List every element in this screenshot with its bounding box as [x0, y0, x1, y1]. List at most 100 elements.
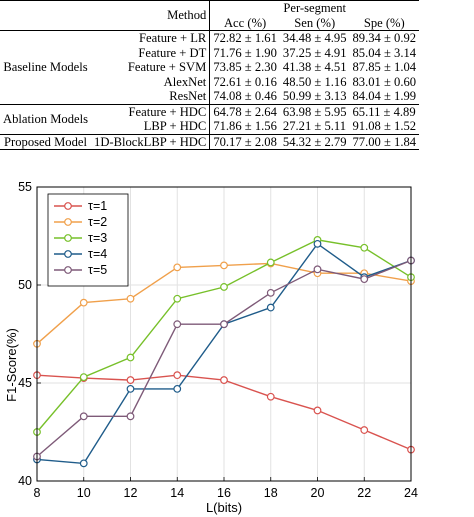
data-point: [126, 412, 135, 421]
method-cell: Feature + LR: [139, 31, 207, 45]
plot-frame: [36, 186, 412, 482]
series-lines: [33, 236, 415, 468]
sen-cell: 34.48 ± 4.95: [282, 31, 347, 45]
spe-cell: 84.04 ± 1.99: [352, 89, 417, 103]
series-5: [33, 256, 415, 461]
x-tick-label: 24: [404, 486, 418, 500]
group-label: Proposed Model: [4, 134, 87, 149]
acc-cell: 74.08 ± 0.46: [209, 89, 280, 104]
sen-cell: 37.25 ± 4.91: [282, 45, 347, 60]
spe-column-header: Spe (%): [363, 15, 405, 30]
legend: τ=1 τ=2 τ=3 τ=4 τ=5: [47, 193, 129, 287]
data-point: [313, 406, 322, 415]
data-point: [360, 243, 369, 252]
method-cell: ResNet: [169, 89, 207, 103]
table-row: Ablation Models Feature + HDC 64.78 ± 2.64…: [0, 104, 420, 126]
spe-cell: 65.11 ± 4.89: [352, 104, 416, 119]
x-tick-label: 12: [124, 486, 138, 500]
data-point: [266, 258, 275, 267]
method-cell: LBP + HDC: [143, 119, 207, 133]
acc-cell: 71.86 ± 1.56: [209, 119, 280, 134]
sen-cell: 41.38 ± 4.51: [282, 60, 347, 74]
spe-cell: 87.85 ± 1.04: [352, 60, 417, 74]
legend-swatch-marker: [64, 234, 72, 242]
data-point: [313, 265, 322, 274]
method-header: Method: [167, 8, 207, 23]
legend-label: τ=5: [88, 263, 107, 277]
sen-cell: 54.32 ± 2.79: [282, 134, 347, 149]
y-tick-label: 45: [18, 376, 32, 390]
x-tick-label: 16: [217, 486, 231, 500]
x-tick-label: 22: [357, 486, 371, 500]
results-table-region: Method Per-segment Acc (%) Sen (%) Spe (…: [0, 0, 474, 160]
table-row: ResNet 74.08 ± 0.46 50.99 ± 3.13 84.04 ± 1.…: [0, 89, 419, 104]
data-point: [79, 459, 88, 468]
data-point: [266, 392, 275, 401]
table-row: Proposed Model 1D-BlockLBP + HDC 70.17 ± 2…: [0, 134, 420, 150]
spe-cell: 83.01 ± 0.60: [352, 74, 417, 89]
data-point: [173, 371, 182, 380]
method-cell: Feature + SVM: [127, 60, 207, 74]
table-row: Baseline Models Feature + LR 72.82 ± 1.61 3…: [0, 30, 419, 74]
group-label: Baseline Models: [3, 60, 88, 74]
sen-cell: 48.50 ± 1.16: [282, 74, 347, 89]
table-empty-header: [0, 1, 91, 16]
data-point: [360, 275, 369, 284]
data-point: [79, 412, 88, 421]
x-tick-label: 8: [34, 486, 41, 500]
spe-cell: 77.00 ± 1.84: [352, 134, 417, 149]
data-point: [173, 294, 182, 303]
table-row: Feature + SVM 73.85 ± 2.30 41.38 ± 4.51 87.…: [0, 60, 419, 75]
x-tick-label: 14: [170, 486, 184, 500]
series-1: [33, 371, 415, 454]
data-point: [266, 288, 275, 297]
f1-score-chart: 8 10 12 14 16 18 20 22 24 40 45 50 55 F1-Score(%) L(…: [0, 170, 474, 517]
data-point: [173, 263, 182, 272]
legend-swatch-marker: [64, 202, 72, 210]
data-point: [266, 303, 275, 312]
data-point: [126, 376, 135, 384]
data-point: [79, 373, 88, 382]
axes: 8 10 12 14 16 18 20 22 24 40 45 50 55: [18, 180, 418, 500]
spe-cell: 89.34 ± 0.92: [352, 31, 417, 45]
legend-label: τ=1: [88, 199, 107, 213]
method-cell: 1D-BlockLBP + HDC: [94, 134, 207, 149]
sen-cell: 50.99 ± 3.13: [282, 89, 347, 103]
data-point: [220, 376, 228, 384]
y-tick-label: 50: [18, 278, 32, 292]
group-label: Ablation Models: [3, 111, 89, 126]
legend-label: τ=3: [88, 231, 107, 245]
data-point: [126, 353, 135, 362]
table-empty-header-2: [0, 16, 91, 31]
legend-swatch-marker: [64, 250, 72, 258]
table-row: AlexNet 72.61 ± 0.16 48.50 ± 1.16 83.01 ± 0…: [0, 74, 419, 89]
y-tick-label: 55: [18, 180, 32, 194]
acc-column-header: Acc (%): [209, 15, 280, 31]
method-cell: AlexNet: [163, 74, 207, 89]
acc-cell: 72.82 ± 1.61: [209, 30, 280, 46]
x-tick-label: 10: [77, 486, 91, 500]
acc-cell: 73.85 ± 2.30: [209, 60, 280, 75]
data-point: [313, 239, 322, 248]
data-point: [220, 261, 228, 270]
spe-cell: 85.04 ± 3.14: [352, 45, 417, 60]
data-point: [79, 298, 88, 307]
sen-cell: 27.21 ± 5.11: [282, 119, 347, 133]
table-row: LBP + HDC 71.86 ± 1.56 27.21 ± 5.11 91.08 ±…: [0, 119, 419, 134]
legend-swatch-marker: [64, 266, 72, 274]
data-point: [126, 384, 135, 393]
legend-label: τ=2: [88, 215, 107, 229]
x-axis-title: L(bits): [206, 500, 242, 515]
data-point: [220, 283, 228, 291]
x-tick-label: 20: [311, 486, 325, 500]
legend-label: τ=4: [88, 247, 107, 261]
acc-cell: 72.61 ± 0.16: [209, 74, 280, 89]
acc-cell: 71.76 ± 1.90: [209, 45, 280, 60]
table-body: Baseline Models Feature + LR 72.82 ± 1.61 3…: [0, 30, 420, 150]
method-cell: Feature + HDC: [128, 104, 207, 119]
table-row: Feature + DT 71.76 ± 1.90 37.25 ± 4.91 85.0…: [0, 45, 419, 60]
data-point: [126, 294, 135, 303]
x-tick-label: 18: [264, 486, 278, 500]
data-point: [173, 320, 182, 329]
sen-column-header: Sen (%): [294, 15, 336, 30]
